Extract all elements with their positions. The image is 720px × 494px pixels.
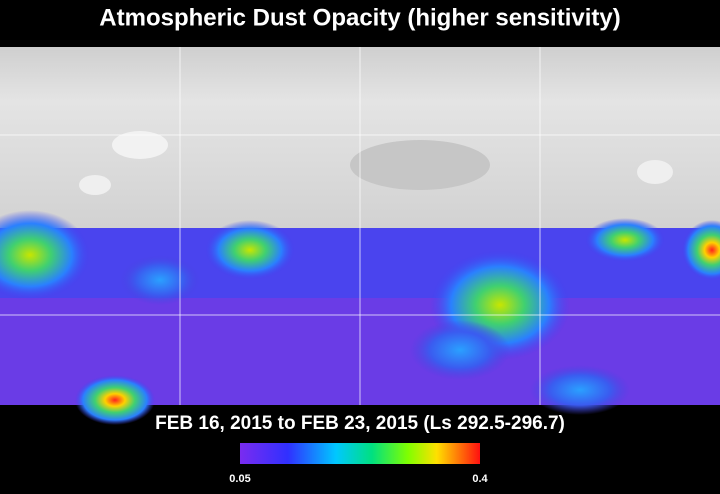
crater-field (350, 140, 490, 190)
subtitle: FEB 16, 2015 to FEB 23, 2015 (Ls 292.5-2… (155, 413, 565, 434)
dust-blob (0, 210, 90, 300)
dust-blob (75, 375, 155, 425)
title: Atmospheric Dust Opacity (higher sensiti… (99, 4, 620, 31)
dust-blob (205, 220, 295, 280)
colorbar-min: 0.05 (229, 473, 250, 485)
graticule (0, 47, 720, 405)
dust-blob (410, 320, 510, 380)
dust-blob (120, 255, 200, 305)
volcano (637, 160, 673, 184)
dust-blob (682, 220, 720, 280)
map (0, 47, 720, 425)
colorbar (240, 443, 480, 464)
colorbar-max: 0.4 (472, 473, 488, 485)
volcano (112, 131, 168, 159)
dust-blob (530, 365, 630, 415)
dust-blob (585, 218, 665, 262)
volcano (79, 175, 111, 195)
